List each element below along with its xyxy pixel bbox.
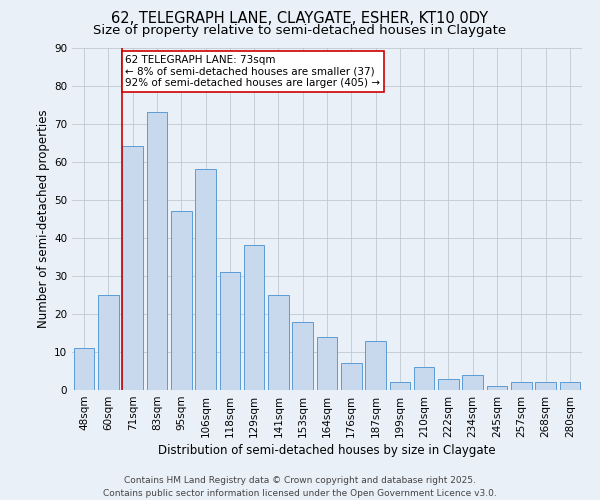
Bar	[487, 386, 508, 390]
Bar	[244, 246, 265, 390]
Bar	[171, 211, 191, 390]
Bar	[365, 340, 386, 390]
Bar	[341, 364, 362, 390]
Bar	[98, 295, 119, 390]
Bar	[511, 382, 532, 390]
Bar	[463, 375, 483, 390]
Bar	[414, 367, 434, 390]
Bar	[560, 382, 580, 390]
Bar	[292, 322, 313, 390]
Bar	[535, 382, 556, 390]
Bar	[74, 348, 94, 390]
Text: 62 TELEGRAPH LANE: 73sqm
← 8% of semi-detached houses are smaller (37)
92% of se: 62 TELEGRAPH LANE: 73sqm ← 8% of semi-de…	[125, 55, 380, 88]
Bar	[122, 146, 143, 390]
Text: Size of property relative to semi-detached houses in Claygate: Size of property relative to semi-detach…	[94, 24, 506, 37]
Bar	[220, 272, 240, 390]
Bar	[195, 170, 216, 390]
Bar	[317, 336, 337, 390]
X-axis label: Distribution of semi-detached houses by size in Claygate: Distribution of semi-detached houses by …	[158, 444, 496, 457]
Bar	[146, 112, 167, 390]
Bar	[268, 295, 289, 390]
Bar	[438, 378, 459, 390]
Text: 62, TELEGRAPH LANE, CLAYGATE, ESHER, KT10 0DY: 62, TELEGRAPH LANE, CLAYGATE, ESHER, KT1…	[112, 11, 488, 26]
Bar	[389, 382, 410, 390]
Text: Contains HM Land Registry data © Crown copyright and database right 2025.
Contai: Contains HM Land Registry data © Crown c…	[103, 476, 497, 498]
Y-axis label: Number of semi-detached properties: Number of semi-detached properties	[37, 110, 50, 328]
